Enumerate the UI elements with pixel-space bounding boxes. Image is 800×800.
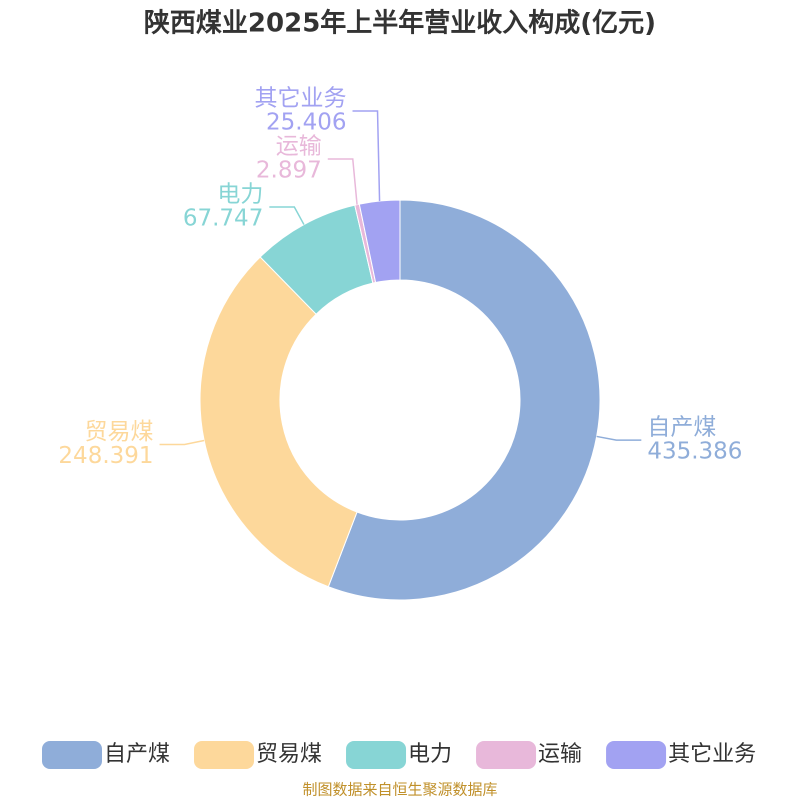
legend-label: 电力 [408,742,452,767]
data-label-name: 贸易煤 [85,419,154,445]
data-label-value: 435.386 [647,439,742,465]
data-label-name: 运输 [276,134,322,160]
source-note: 制图数据来自恒生聚源数据库 [302,781,497,799]
data-label-name: 电力 [217,182,263,208]
data-label-value: 248.391 [58,443,153,469]
legend-swatch [194,741,255,769]
legend-swatch [476,741,537,769]
data-label-name: 其它业务 [255,86,347,112]
leader-line [596,435,642,441]
donut-slice [358,199,401,284]
data-label-value: 67.747 [183,206,263,232]
donut-slice [327,199,601,601]
legend-label: 贸易煤 [256,742,322,767]
leader-line [159,439,205,446]
data-label-value: 2.897 [256,158,322,184]
data-label-name: 自产煤 [647,415,716,441]
leader-line [327,158,358,205]
leader-line [352,110,381,202]
data-label-value: 25.406 [266,110,346,136]
legend-label: 其它业务 [668,742,756,767]
donut-slice [199,256,358,588]
legend-swatch [606,741,667,769]
legend-label: 自产煤 [104,742,170,767]
chart-title: 陕西煤业2025年上半年营业收入构成(亿元) [144,8,656,39]
legend-label: 运输 [538,742,582,767]
legend-swatch [42,741,102,769]
legend-swatch [346,741,407,769]
leader-line [269,206,305,225]
